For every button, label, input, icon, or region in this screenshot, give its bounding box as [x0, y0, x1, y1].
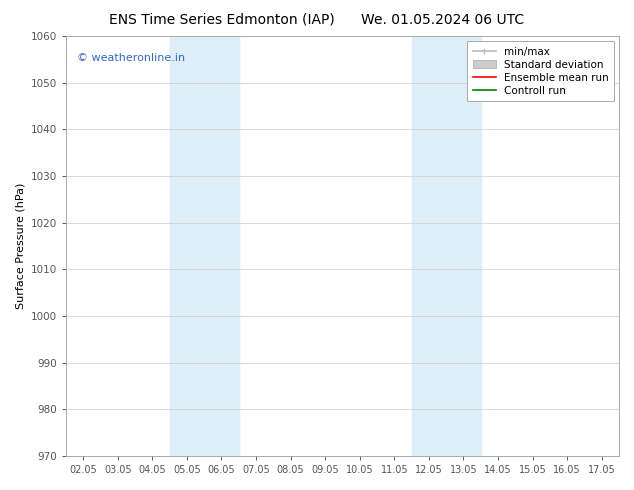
- Bar: [411, 36, 481, 456]
- Bar: [169, 36, 238, 456]
- Text: © weatheronline.in: © weatheronline.in: [77, 53, 185, 63]
- Text: ENS Time Series Edmonton (IAP)      We. 01.05.2024 06 UTC: ENS Time Series Edmonton (IAP) We. 01.05…: [110, 12, 524, 26]
- Legend: min/max, Standard deviation, Ensemble mean run, Controll run: min/max, Standard deviation, Ensemble me…: [467, 41, 614, 101]
- Y-axis label: Surface Pressure (hPa): Surface Pressure (hPa): [15, 183, 25, 309]
